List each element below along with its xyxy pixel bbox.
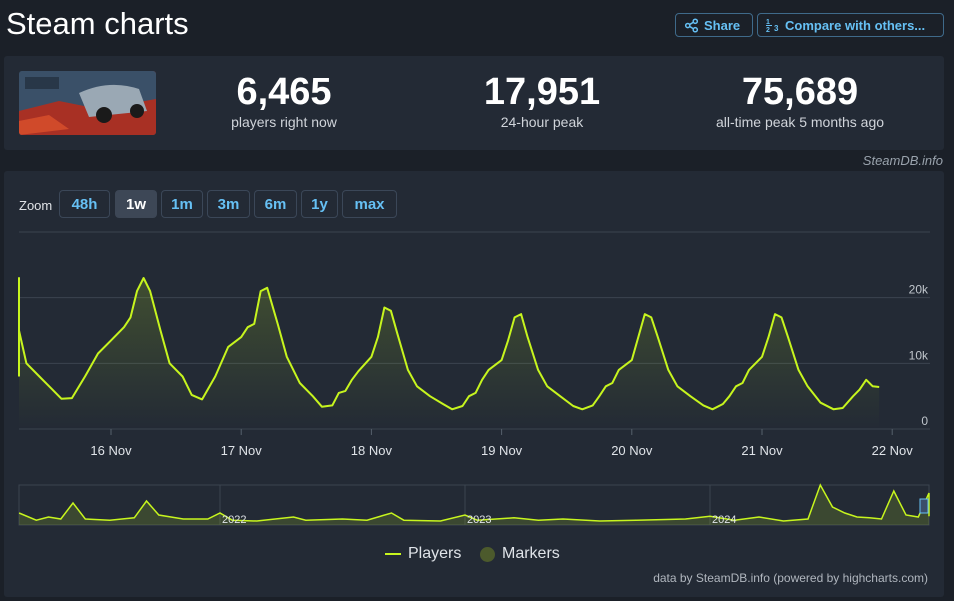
legend-players-label: Players [408,545,462,562]
zoom-label: Zoom [19,198,53,213]
legend-players[interactable]: Players [385,545,461,563]
legend-line-icon [385,553,401,555]
peak-24h-label: 24-hour peak [500,114,584,130]
stats-panel: 6,465 players right now 17,951 24-hour p… [4,56,944,150]
chart-footer-credit[interactable]: data by SteamDB.info (powered by highcha… [653,571,928,585]
peak-24h-value: 17,951 [483,71,601,113]
zoom-6m-button[interactable]: 6m [254,190,297,218]
current-players-label: players right now [231,114,337,130]
svg-text:3: 3 [774,24,779,33]
zoom-1w-button[interactable]: 1w [115,190,157,218]
game-artwork-icon [19,71,156,135]
zoom-1y-button[interactable]: 1y [301,190,338,218]
current-players-value: 6,465 [236,71,332,113]
share-icon [684,17,699,33]
compare-label: Compare with others... [785,17,926,33]
zoom-48h-button[interactable]: 48h [59,190,110,218]
svg-text:1: 1 [766,19,770,26]
svg-text:2: 2 [766,27,770,33]
stat-current: 6,465 players right now [184,70,384,130]
alltime-peak-value: 75,689 [741,71,859,113]
alltime-peak-label: all-time peak 5 months ago [715,114,885,130]
compare-icon: 12 3 [766,19,779,33]
share-button[interactable]: Share [675,13,753,37]
legend-marker-icon [480,546,495,562]
zoom-max-button[interactable]: max [342,190,397,218]
game-thumbnail[interactable] [19,71,156,135]
steamdb-credit[interactable]: SteamDB.info [862,153,943,168]
page-title: Steam charts [6,6,189,41]
share-label: Share [704,17,741,33]
zoom-3m-button[interactable]: 3m [207,190,250,218]
stat-alltime-peak: 75,689 all-time peak 5 months ago [680,70,920,130]
stat-24h-peak: 17,951 24-hour peak [442,70,642,130]
legend-markers[interactable]: Markers [480,545,560,563]
legend-markers-label: Markers [502,545,560,562]
zoom-1m-button[interactable]: 1m [161,190,203,218]
chart-panel [4,171,944,597]
